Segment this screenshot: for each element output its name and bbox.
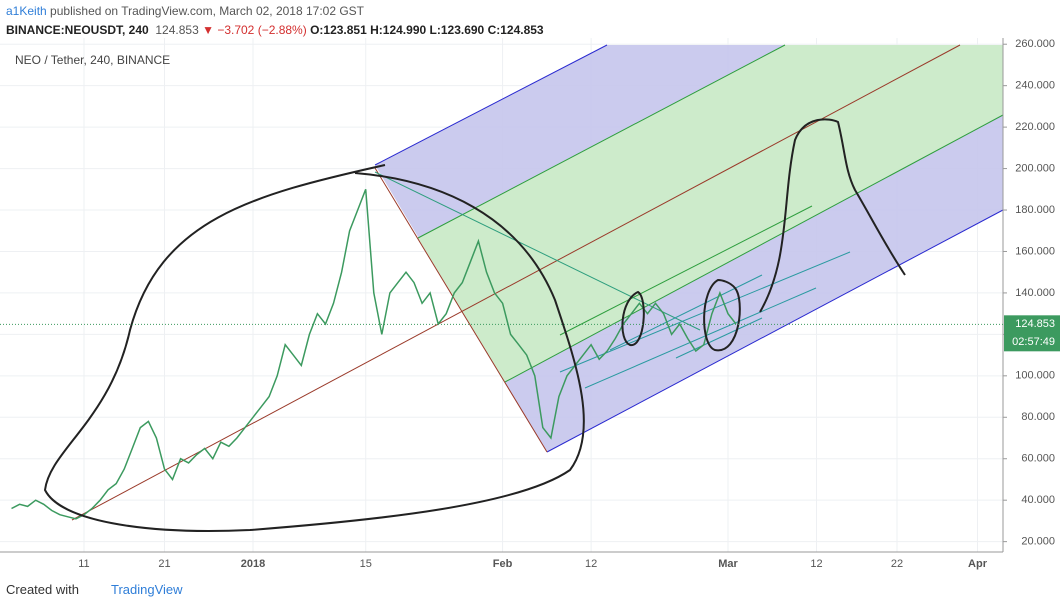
x-tick-label: 2018	[241, 558, 265, 570]
y-tick-label: 140.000	[1015, 287, 1055, 299]
y-tick-label: 60.000	[1021, 453, 1055, 465]
median-line	[71, 44, 961, 521]
low: L:123.690	[429, 23, 485, 37]
fork-line	[504, 114, 1003, 383]
x-tick-label: 15	[360, 558, 372, 570]
y-tick-label: 240.000	[1015, 80, 1055, 92]
last-price-box	[1004, 315, 1060, 352]
x-tick-label: 12	[585, 558, 597, 570]
close: C:124.853	[487, 23, 544, 37]
channel-line	[559, 205, 813, 336]
fork-line	[546, 209, 1003, 453]
freehand	[759, 118, 906, 313]
channel-line	[609, 274, 763, 351]
y-tick-label: 220.000	[1015, 121, 1055, 133]
y-tick-label: 40.000	[1021, 494, 1055, 506]
x-tick-label: 21	[158, 558, 170, 570]
annotations	[43, 118, 906, 532]
price: 124.853	[155, 23, 199, 37]
header: a1Keith published on TradingView.com, Ma…	[6, 2, 544, 40]
drawings	[71, 44, 1003, 521]
chart: NEO / Tether, 240, BINANCE 20.000 40.000 6…	[0, 38, 1060, 570]
symbol: BINANCE:NEOUSDT, 240	[6, 23, 149, 37]
chart-title: NEO / Tether, 240, BINANCE	[15, 53, 170, 67]
x-tick-label: Apr	[968, 558, 988, 570]
author[interactable]: a1Keith	[6, 4, 47, 18]
y-tick-label: 20.000	[1021, 536, 1055, 548]
last-price-label: 124.853	[1015, 318, 1055, 330]
countdown: 02:57:49	[1012, 336, 1055, 348]
x-tick-label: Mar	[718, 558, 738, 570]
open: O:123.851	[310, 23, 367, 37]
y-tick-label: 160.000	[1015, 245, 1055, 257]
y-tick-label: 180.000	[1015, 204, 1055, 216]
created: Created with	[6, 582, 79, 597]
x-tick-label: 12	[810, 558, 822, 570]
y-tick-label: 80.000	[1021, 411, 1055, 423]
fork-line	[417, 44, 786, 239]
freehand	[621, 290, 645, 346]
x-tick-label: 22	[891, 558, 903, 570]
published: published on TradingView.com, March 02, …	[50, 4, 365, 18]
fork-line	[374, 44, 608, 166]
y-tick-label: 200.000	[1015, 162, 1055, 174]
pitchfork-inner	[418, 45, 1003, 382]
freehand	[703, 278, 741, 352]
trend-line	[374, 171, 701, 331]
high: H:124.990	[370, 23, 427, 37]
x-tick-label: Feb	[493, 558, 513, 570]
fork-base	[374, 167, 548, 453]
channel-line	[584, 287, 817, 389]
brand[interactable]: TradingView	[110, 582, 183, 597]
y-tick-label: 260.000	[1015, 38, 1055, 50]
price-line	[11, 189, 737, 520]
series-layer	[11, 189, 737, 520]
freehand	[43, 164, 585, 532]
y-tick-label: 100.000	[1015, 370, 1055, 382]
footer: Created with TradingView	[6, 582, 183, 597]
x-tick-label: 11	[78, 558, 89, 570]
change: ▼ −3.702 (−2.88%)	[202, 23, 307, 37]
